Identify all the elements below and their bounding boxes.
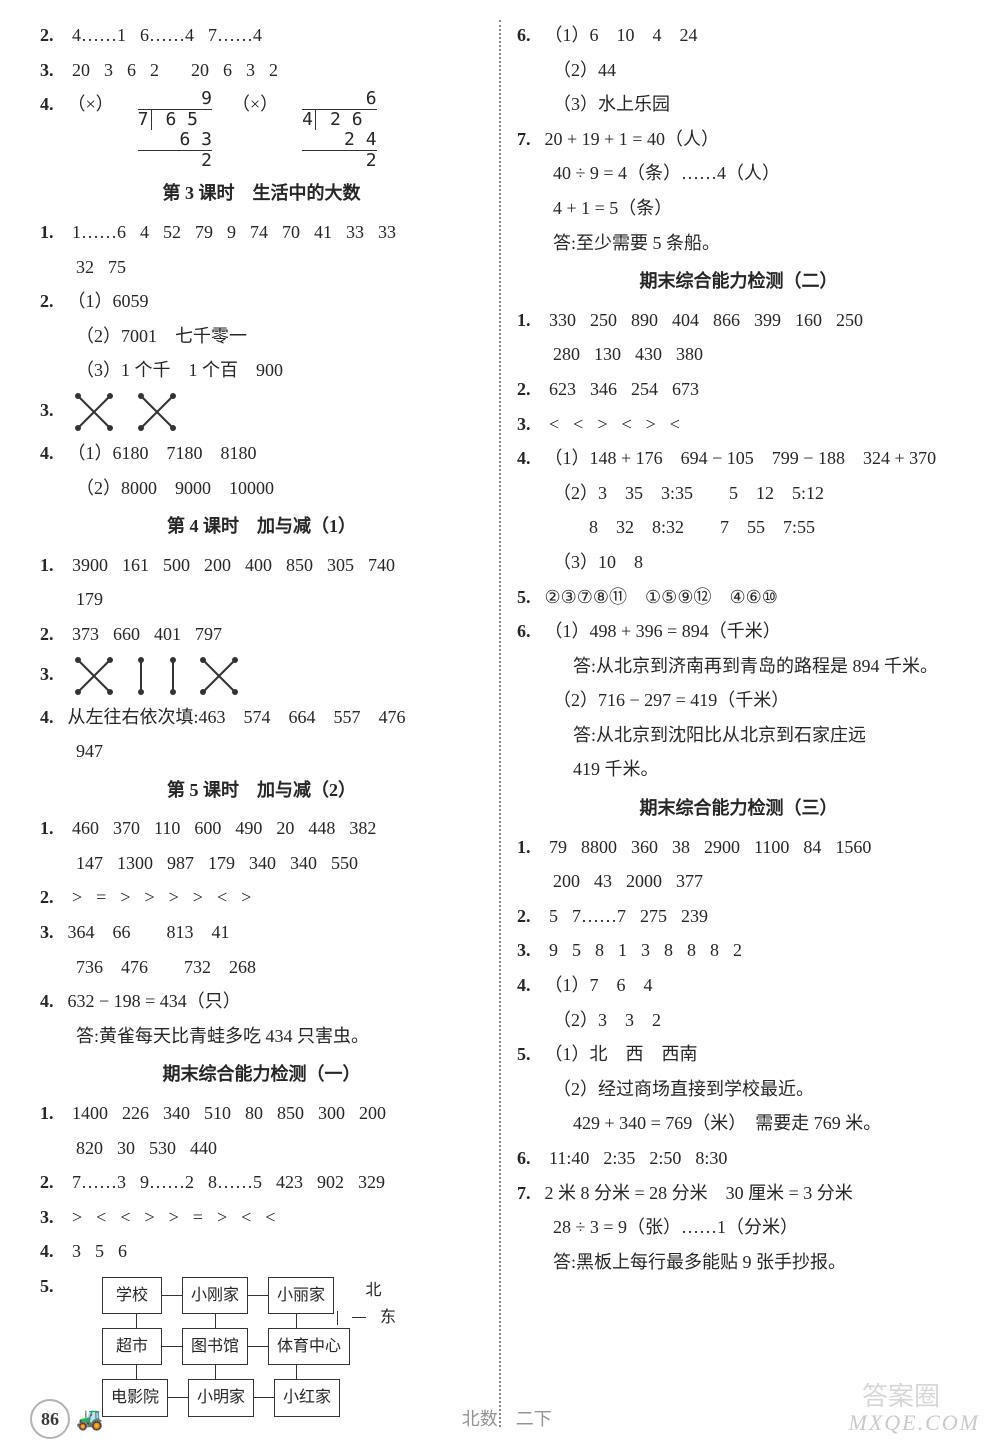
answer-line: 4.（1）7 6 4	[517, 970, 960, 1001]
answer-line: 答:从北京到济南再到青岛的路程是 894 千米。	[517, 651, 960, 682]
answer-line: 5.②③⑦⑧⑪ ①⑤⑨⑫ ④⑥⑩	[517, 582, 960, 613]
answer-line: 2. 57……7275239	[517, 901, 960, 932]
answer-line: （3）1 个千 1 个百 900	[40, 355, 483, 386]
page-footer: 86 🚜 北数 二下	[30, 1399, 970, 1439]
answer-line: 3.	[40, 390, 483, 434]
answer-line: 答:至少需要 5 条船。	[517, 228, 960, 259]
answer-line: （2）3 3 2	[517, 1005, 960, 1036]
answer-line: 6. 11:402:352:508:30	[517, 1143, 960, 1174]
answer-line: 2. 373660401797	[40, 619, 483, 650]
footer-mid: 北数 二下	[462, 1404, 552, 1435]
answer-line: （2）44	[517, 55, 960, 86]
answer-line: 947	[40, 736, 483, 767]
long-division: 9 76 5 6 3 2	[138, 89, 212, 170]
answer-line: 3. 958138882	[517, 935, 960, 966]
section-title: 期末综合能力检测（三）	[517, 793, 960, 824]
answer-line: （2）经过商场直接到学校最近。	[517, 1074, 960, 1105]
answer-line: 1. 330250890404866399160250	[517, 305, 960, 336]
answer-line: 736 476 732 268	[40, 952, 483, 983]
parallel-icon	[135, 654, 179, 698]
answer-line: 2. >=>>>><>	[40, 882, 483, 913]
answer-line: 4.（1）148 + 176 694 − 105 799 − 188 324 +…	[517, 443, 960, 474]
answer-line: （2）716 − 297 = 419（千米）	[517, 685, 960, 716]
cross-icon	[72, 390, 116, 434]
long-division: 6 42 6 2 4 2	[302, 89, 376, 170]
answer-line: 28 ÷ 3 = 9（张）……1（分米）	[517, 1212, 960, 1243]
section-title: 第 5 课时 加与减（2）	[40, 775, 483, 806]
compass-icon: 北 东	[337, 1277, 410, 1331]
truck-icon: 🚜	[76, 1400, 103, 1437]
answer-line: 3.364 66 813 41	[40, 917, 483, 948]
section-title: 期末综合能力检测（一）	[40, 1059, 483, 1090]
section-title: 期末综合能力检测（二）	[517, 266, 960, 297]
section-title: 第 4 课时 加与减（1）	[40, 511, 483, 542]
left-column: 2. 4……16……47……4 3. 20362 20632 4. （×） 9 …	[30, 20, 493, 1427]
answer-line: （3）水上乐园	[517, 89, 960, 120]
answer-line: 419 千米。	[517, 754, 960, 785]
answer-line: 200432000377	[517, 866, 960, 897]
answer-line: 40 ÷ 9 = 4（条）……4（人）	[517, 158, 960, 189]
answer-line: 1471300987179340340550	[40, 848, 483, 879]
answer-line: 4.632 − 198 = 434（只）	[40, 986, 483, 1017]
answer-line: 7.20 + 19 + 1 = 40（人）	[517, 124, 960, 155]
answer-line: 6.（1）498 + 396 = 894（千米）	[517, 616, 960, 647]
cross-icon	[135, 390, 179, 434]
answer-line: 3. <<><><	[517, 409, 960, 440]
map-diagram: 学校 小刚家 小丽家 超市 图书馆 体育中心 电影院 小明家 小红家 北	[102, 1277, 350, 1417]
page-number: 86	[30, 1399, 70, 1439]
answer-line: 4.从左往右依次填:463 574 664 557 476	[40, 702, 483, 733]
answer-line: 280130430380	[517, 339, 960, 370]
answer-line: 1. 3900161500200400850305740	[40, 550, 483, 581]
answer-line: 6.（1）6 10 4 24	[517, 20, 960, 51]
watermark: MXQE.COM	[849, 1404, 980, 1441]
answer-line: 1. 7988003603829001100841560	[517, 832, 960, 863]
answer-line: 3275	[40, 252, 483, 283]
answer-line: 答:黄雀每天比青蛙多吃 434 只害虫。	[40, 1021, 483, 1052]
answer-line: （2）3 35 3:35 5 12 5:12	[517, 478, 960, 509]
answer-line: 5.（1）北 西 西南	[517, 1039, 960, 1070]
answer-line: 2. 7……39……28……5423902329	[40, 1167, 483, 1198]
answer-line: （2）7001 七千零一	[40, 321, 483, 352]
answer-line: 1. 46037011060049020448382	[40, 813, 483, 844]
right-column: 6.（1）6 10 4 24 （2）44 （3）水上乐园 7.20 + 19 +…	[507, 20, 970, 1427]
cross-icon	[197, 654, 241, 698]
section-title: 第 3 课时 生活中的大数	[40, 178, 483, 209]
answer-line: 2. 4……16……47……4	[40, 20, 483, 51]
answer-line: 1. 140022634051080850300200	[40, 1098, 483, 1129]
answer-line: 4.（1）6180 7180 8180	[40, 438, 483, 469]
answer-line: 3. ><<>>=><<	[40, 1202, 483, 1233]
answer-line: 答:黑板上每行最多能贴 9 张手抄报。	[517, 1247, 960, 1278]
cross-icon	[72, 654, 116, 698]
answer-line: 4. 356	[40, 1236, 483, 1267]
answer-line: 1. 1……64527997470413333	[40, 217, 483, 248]
answer-line: 2.（1）6059	[40, 286, 483, 317]
answer-line: 2. 623346254673	[517, 374, 960, 405]
answer-line: 答:从北京到沈阳比从北京到石家庄远	[517, 720, 960, 751]
answer-line: 8 32 8:32 7 55 7:55	[517, 512, 960, 543]
answer-line: 7.2 米 8 分米 = 28 分米 30 厘米 = 3 分米	[517, 1178, 960, 1209]
column-divider	[499, 20, 501, 1427]
answer-line: 82030530440	[40, 1133, 483, 1164]
answer-line: 4. （×） 9 76 5 6 3 2 （×） 6 42 6 2 4 2	[40, 89, 483, 170]
answer-line: （2）8000 9000 10000	[40, 473, 483, 504]
answer-line: 3. 20362 20632	[40, 55, 483, 86]
answer-line: （3）10 8	[517, 547, 960, 578]
answer-line: 429 + 340 = 769（米） 需要走 769 米。	[517, 1108, 960, 1139]
answer-line: 4 + 1 = 5（条）	[517, 193, 960, 224]
answer-line: 3.	[40, 654, 483, 698]
answer-line: 179	[40, 584, 483, 615]
